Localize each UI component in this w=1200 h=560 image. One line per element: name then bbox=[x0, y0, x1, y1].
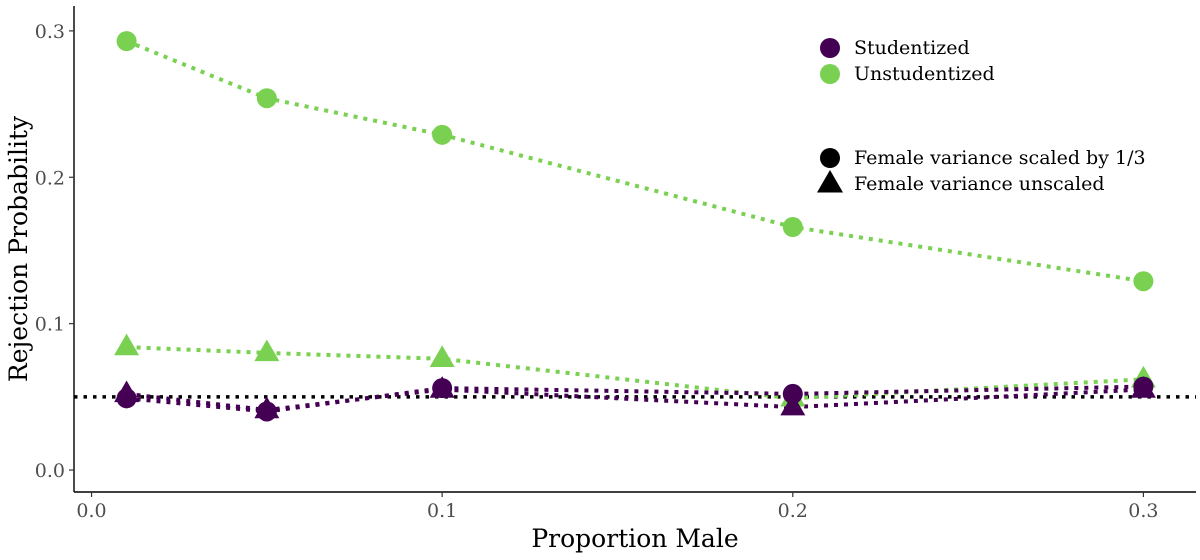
x-tick-label: 0.3 bbox=[1128, 500, 1158, 522]
y-axis-title: Rejection Probability bbox=[4, 115, 33, 382]
legend-label: Unstudentized bbox=[854, 63, 995, 85]
data-point bbox=[1130, 376, 1156, 398]
legend-label: Studentized bbox=[854, 37, 970, 59]
axes bbox=[73, 6, 1196, 493]
series-line-2 bbox=[126, 384, 1144, 414]
legend-key-color bbox=[820, 64, 840, 84]
legend-key-shape bbox=[820, 148, 840, 168]
legend: Studentized Unstudentized Female variance … bbox=[817, 37, 1146, 195]
y-tick-label: 0.0 bbox=[35, 460, 65, 482]
x-tick-label: 0.2 bbox=[778, 500, 808, 522]
data-point bbox=[780, 393, 806, 416]
series-lines-layer bbox=[125, 39, 1144, 414]
data-point bbox=[256, 88, 277, 109]
y-tick-label: 0.1 bbox=[35, 314, 65, 336]
legend-label: Female variance unscaled bbox=[854, 173, 1104, 195]
legend-key-shape bbox=[817, 170, 843, 193]
x-axis-title: Proportion Male bbox=[531, 524, 738, 553]
legend-key-color bbox=[820, 38, 840, 58]
x-tick-label: 0.1 bbox=[427, 500, 457, 522]
tick-labels-layer: 0.0 0.1 0.2 0.3 0.0 0.1 0.2 0.3 bbox=[35, 21, 1159, 522]
data-point bbox=[116, 31, 137, 52]
series-line-1 bbox=[126, 345, 1144, 401]
data-point bbox=[254, 339, 280, 362]
data-point bbox=[254, 396, 280, 419]
data-point bbox=[429, 376, 455, 398]
legend-label: Female variance scaled by 1/3 bbox=[854, 147, 1146, 169]
data-point bbox=[1133, 271, 1154, 292]
points-layer bbox=[114, 31, 1156, 422]
y-tick-label: 0.3 bbox=[35, 21, 65, 43]
data-point bbox=[114, 380, 140, 403]
x-tick-label: 0.0 bbox=[76, 500, 106, 522]
data-point bbox=[782, 217, 803, 238]
data-point bbox=[432, 124, 453, 145]
data-point bbox=[114, 333, 140, 356]
y-tick-label: 0.2 bbox=[35, 167, 65, 189]
data-point bbox=[429, 345, 455, 368]
